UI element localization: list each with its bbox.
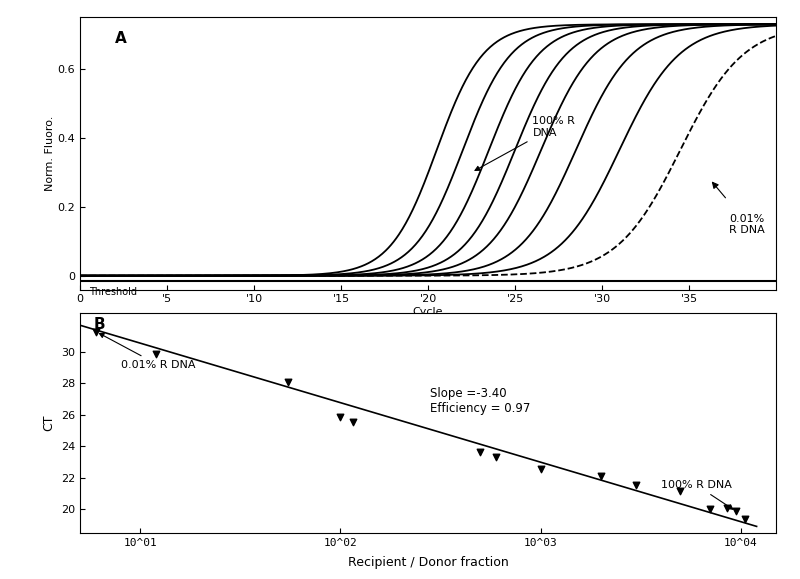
Point — [703, 504, 716, 514]
Point — [738, 514, 751, 523]
Point — [534, 464, 547, 474]
Text: A: A — [115, 31, 126, 46]
Y-axis label: CT: CT — [42, 415, 55, 431]
Text: 0.01%
R DNA: 0.01% R DNA — [729, 214, 765, 235]
Text: 100% R DNA: 100% R DNA — [661, 480, 733, 510]
Point — [674, 486, 687, 496]
Point — [594, 471, 607, 481]
Text: 0.01% R DNA: 0.01% R DNA — [99, 334, 195, 370]
Point — [334, 412, 347, 422]
Point — [150, 349, 162, 358]
Text: Slope =-3.40
Efficiency = 0.97: Slope =-3.40 Efficiency = 0.97 — [430, 387, 530, 415]
Point — [474, 447, 486, 456]
Point — [346, 417, 359, 427]
Point — [730, 507, 742, 516]
Y-axis label: Norm. Fluoro.: Norm. Fluoro. — [45, 116, 54, 191]
X-axis label: Cycle: Cycle — [413, 307, 443, 317]
Point — [282, 377, 295, 386]
Point — [490, 453, 502, 462]
Text: 100% R
DNA: 100% R DNA — [475, 116, 575, 170]
Point — [630, 480, 642, 489]
Point — [720, 503, 733, 512]
Point — [90, 327, 102, 336]
Text: Threshold: Threshold — [89, 287, 137, 297]
X-axis label: Recipient / Donor fraction: Recipient / Donor fraction — [348, 556, 508, 569]
Text: B: B — [94, 317, 106, 332]
